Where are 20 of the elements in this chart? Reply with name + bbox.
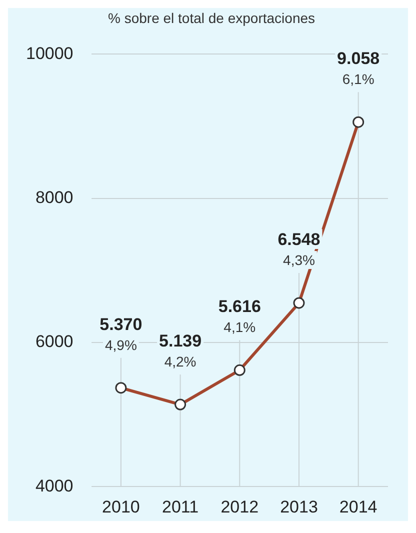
annotation: 4,3% [283,252,315,268]
chart-subtitle: % sobre el total de exportaciones [107,9,316,26]
annotation: 4,9% [104,336,137,353]
annotation: 4,1% [224,319,256,336]
y-tick-label: 8000 [35,188,74,208]
x-tick-label: 2013 [280,497,318,516]
annotation: 4,2% [164,354,196,370]
x-tick-label: 2010 [102,497,140,516]
data-label: 5.616 [218,297,261,316]
x-tick-label: 2011 [162,497,199,516]
data-label: 5.139 [159,332,202,351]
data-label: 5.370 [100,314,142,334]
data-label: 6.548 [278,230,320,249]
y-tick-label: 4000 [35,476,74,496]
data-label: 9.058 [337,49,380,68]
annotation: 6,1% [342,71,374,88]
y-tick-label: 6000 [35,332,74,352]
x-tick-label: 2014 [339,497,378,516]
y-tick-label: 10000 [26,44,74,63]
x-tick-label: 2012 [220,497,259,516]
